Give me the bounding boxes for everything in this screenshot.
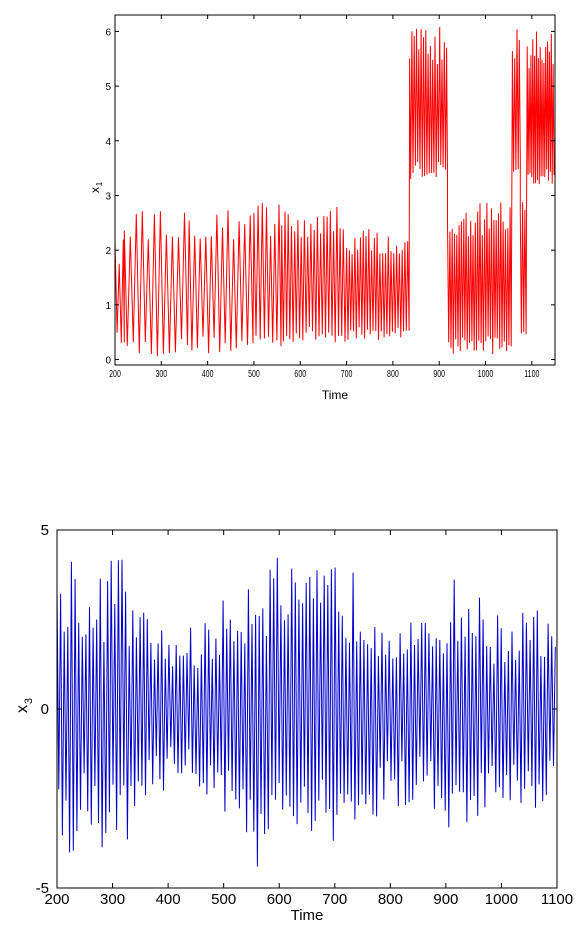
- x3-y-axis-label: x: [14, 705, 31, 713]
- x3-x-tick-label: 400: [156, 891, 181, 908]
- x3-x-tick-label: 200: [44, 891, 69, 908]
- x1-x-tick-label: 700: [341, 368, 353, 380]
- x1-x-tick-label: 800: [387, 368, 399, 380]
- x1-y-axis-label: x: [88, 187, 102, 193]
- x3-y-ticks: -5 0 5: [36, 522, 557, 897]
- x3-y-axis-label-subscript: 3: [23, 698, 35, 704]
- x1-plot-frame: [114, 14, 556, 366]
- x1-x-axis-label: Time: [322, 388, 349, 402]
- x3-x-tick-label: 1100: [541, 891, 573, 908]
- x3-x-tick-label: 600: [267, 891, 292, 908]
- x3-x-tick-label: 700: [322, 891, 347, 908]
- x3-x-tick-label: 800: [378, 891, 403, 908]
- x3-y-tick-label: 5: [41, 522, 49, 539]
- x3-x-tick-label: 500: [211, 891, 236, 908]
- x3-series-line: [56, 557, 556, 867]
- x1-x-tick-label: 400: [202, 368, 214, 380]
- x1-x-tick-label: 900: [433, 368, 445, 380]
- x1-x-tick-label: 600: [294, 368, 306, 380]
- x3-y-axis-label-group: x 3: [14, 698, 35, 713]
- x1-y-tick-label: 1: [105, 301, 111, 312]
- x3-x-tick-label: 900: [433, 891, 458, 908]
- x1-x-tick-label: 1000: [478, 368, 494, 380]
- x1-y-tick-label: 5: [105, 82, 111, 93]
- x3-x-ticks: 200 300 400 500 600 700 800 900 1000 1100: [44, 530, 573, 908]
- x3-x-axis-label: Time: [291, 907, 324, 924]
- x1-x-tick-label: 1100: [524, 368, 539, 380]
- x1-y-tick-label: 2: [105, 246, 111, 257]
- x3-y-tick-label: 0: [41, 701, 49, 718]
- chart-x3: 200 300 400 500 600 700 800 900 1000 1100 -5 0 5 Ti…: [14, 522, 573, 924]
- x3-series: [56, 557, 556, 867]
- x1-y-tick-label: 0: [105, 356, 111, 367]
- x3-y-tick-label: -5: [36, 880, 49, 897]
- x1-x-tick-label: 200: [109, 368, 121, 380]
- x1-series: [114, 26, 555, 357]
- x1-y-axis-label-subscript: 1: [95, 181, 104, 186]
- x1-y-ticks: 0 1 2 3 4 5 6: [105, 27, 555, 367]
- x1-x-tick-label: 500: [248, 368, 260, 380]
- x1-y-tick-label: 3: [105, 191, 111, 202]
- x3-x-tick-label: 300: [100, 891, 125, 908]
- x1-x-ticks: 200 300 400 500 600 700 800 900 1000 1100: [109, 15, 540, 380]
- x1-y-axis-label-group: x 1: [88, 181, 104, 193]
- x1-y-tick-label: 4: [105, 137, 111, 148]
- x3-x-tick-label: 1000: [485, 891, 518, 908]
- chart-x1: 200 300 400 500 600 700 800 900 1000 1100 0 1 2 3 4 5 6…: [88, 14, 556, 402]
- x1-series-line: [114, 26, 555, 357]
- x1-x-tick-label: 300: [155, 368, 167, 380]
- x1-y-tick-label: 6: [105, 27, 111, 38]
